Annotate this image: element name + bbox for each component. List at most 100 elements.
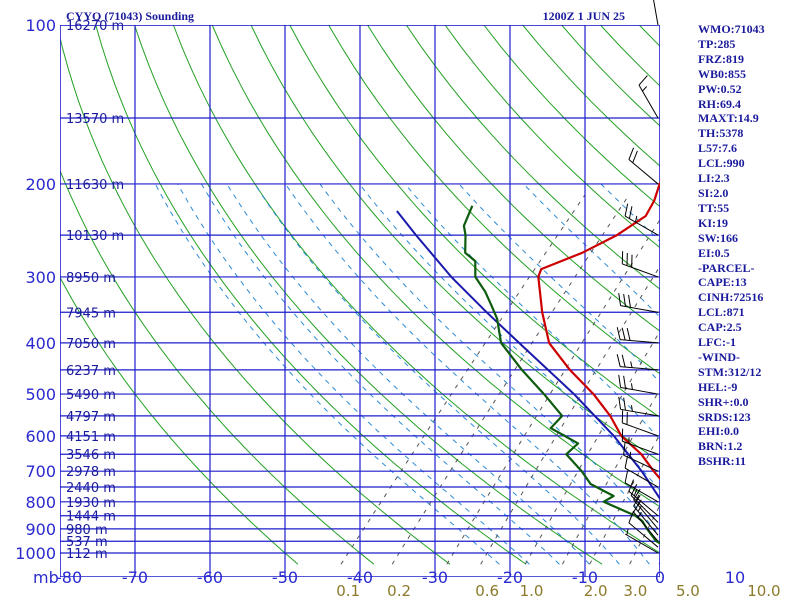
valid-time: 1200Z 1 JUN 25 xyxy=(543,9,625,23)
parameter-item: CAPE:13 xyxy=(698,275,747,290)
height-label: 10130 m xyxy=(66,229,124,244)
parameter-item: EHI:0.0 xyxy=(698,424,740,439)
parameter-item: CINH:72516 xyxy=(698,290,764,305)
parameter-item: LFC:-1 xyxy=(698,335,736,350)
mixing-ratio-label: 2.0 xyxy=(584,582,608,600)
parameter-item: WMO:71043 xyxy=(698,22,765,36)
chart-title: CYYQ (71043) Sounding xyxy=(66,9,194,23)
height-label: 16270 m xyxy=(66,19,124,34)
wind-barb xyxy=(624,203,659,236)
mixing-ratio-label: 1.0 xyxy=(520,582,544,600)
pressure-tick-label: 200 xyxy=(25,175,56,194)
parameter-list: WMO:71043 TP:285 FRZ:819 WB0:855 PW:0.52 RH:6… xyxy=(698,22,798,469)
dry-adiabat xyxy=(444,25,660,249)
wind-barb xyxy=(621,410,659,437)
mixing-ratio-label: 0.6 xyxy=(475,582,499,600)
parameter-item: STM:312/12 xyxy=(698,364,762,379)
parameter-item: SHR+:0.0 xyxy=(698,394,749,409)
height-label: 4797 m xyxy=(66,410,116,425)
parameter-item: SW:166 xyxy=(698,230,739,245)
parameter-item: TP:285 xyxy=(698,36,736,51)
moist-adiabats xyxy=(154,183,660,565)
temperature-tick-label: 0 xyxy=(655,568,665,587)
wind-barb xyxy=(638,75,659,119)
parcel-trace xyxy=(396,210,660,501)
pressure-tick-label: 800 xyxy=(25,493,56,512)
parameter-item: EI:0.5 xyxy=(698,245,730,260)
mixing-ratio-label: 0.2 xyxy=(387,582,411,600)
parameter-item: SRDS:123 xyxy=(698,409,751,424)
parameter-item: TH:5378 xyxy=(698,126,744,141)
height-label: 1444 m xyxy=(66,510,116,525)
moist-adiabat xyxy=(200,183,560,565)
parameter-item: HEL:-9 xyxy=(698,379,738,394)
temperature-tick-label: -70 xyxy=(122,568,148,587)
parameter-item: LI:2.3 xyxy=(698,171,730,186)
parameter-item: BRN:1.2 xyxy=(698,439,743,454)
pressure-tick-label: 1000 xyxy=(15,544,56,563)
isobars xyxy=(60,25,660,577)
temperature-tick-label: -30 xyxy=(422,568,448,587)
moist-adiabat xyxy=(358,183,660,492)
pressure-unit-label: mb xyxy=(33,568,59,587)
mixing-ratio-label: 10.0 xyxy=(747,582,780,600)
height-label: 3546 m xyxy=(66,448,116,463)
temperature-tick-label: -60 xyxy=(197,568,223,587)
wind-barb xyxy=(624,455,659,488)
parameter-item: CAP:2.5 xyxy=(698,320,742,335)
moist-adiabat xyxy=(523,183,660,318)
wind-barb xyxy=(628,510,659,548)
temperature-trace xyxy=(537,181,660,481)
height-label: 537 m xyxy=(66,535,108,550)
parameter-item: SI:2.0 xyxy=(698,185,729,200)
pressure-tick-label: 500 xyxy=(25,385,56,404)
height-label: 8950 m xyxy=(66,271,116,286)
pressure-tick-label: 600 xyxy=(25,427,56,446)
dry-adiabat xyxy=(211,25,660,508)
parameter-item: L57:7.6 xyxy=(698,141,737,156)
wind-barb xyxy=(621,428,659,455)
parameter-item: KI:19 xyxy=(698,215,728,230)
pressure-tick-label: 100 xyxy=(25,16,56,35)
moist-adiabat xyxy=(319,183,660,538)
dry-adiabat xyxy=(60,35,451,565)
height-label: 6237 m xyxy=(66,364,116,379)
pressure-tick-label: 300 xyxy=(25,268,56,287)
moist-adiabat xyxy=(254,183,620,565)
parameter-item: RH:69.4 xyxy=(698,96,741,111)
moist-adiabat xyxy=(226,183,590,565)
parameter-item: -PARCEL- xyxy=(698,260,755,275)
temperature-tick-label: -80 xyxy=(56,568,82,587)
moist-adiabat xyxy=(177,183,530,565)
dry-adiabats xyxy=(60,25,660,565)
height-label: 4151 m xyxy=(66,430,116,445)
wind-barb xyxy=(624,470,659,503)
height-label: 7050 m xyxy=(66,337,116,352)
wind-barb xyxy=(618,374,659,395)
height-label: 5490 m xyxy=(66,388,116,403)
isotherms xyxy=(60,25,660,577)
temperature-tick-label: -50 xyxy=(272,568,298,587)
parameter-item: LCL:990 xyxy=(698,156,745,171)
wind-barbs xyxy=(616,0,659,554)
dry-adiabat xyxy=(95,25,527,565)
wind-barb xyxy=(618,293,659,313)
height-label: 2978 m xyxy=(66,465,116,480)
plot-area xyxy=(60,25,660,577)
dry-adiabat xyxy=(60,169,375,565)
parameter-item: BSHR:11 xyxy=(698,454,747,469)
wind-barb xyxy=(653,0,659,26)
parameter-item: WB0:855 xyxy=(698,66,746,81)
height-label: 2440 m xyxy=(66,481,116,496)
mixing-ratio-label: 3.0 xyxy=(623,582,647,600)
mixing-ratio-line xyxy=(340,194,586,565)
mixing-ratio-line xyxy=(561,388,660,565)
wind-barb xyxy=(628,479,659,517)
wind-barb xyxy=(616,354,659,371)
dry-adiabat xyxy=(367,25,660,332)
mixing-ratio-line xyxy=(589,433,660,565)
dry-adiabat xyxy=(289,25,660,418)
parameter-item: LCL:871 xyxy=(698,305,745,320)
